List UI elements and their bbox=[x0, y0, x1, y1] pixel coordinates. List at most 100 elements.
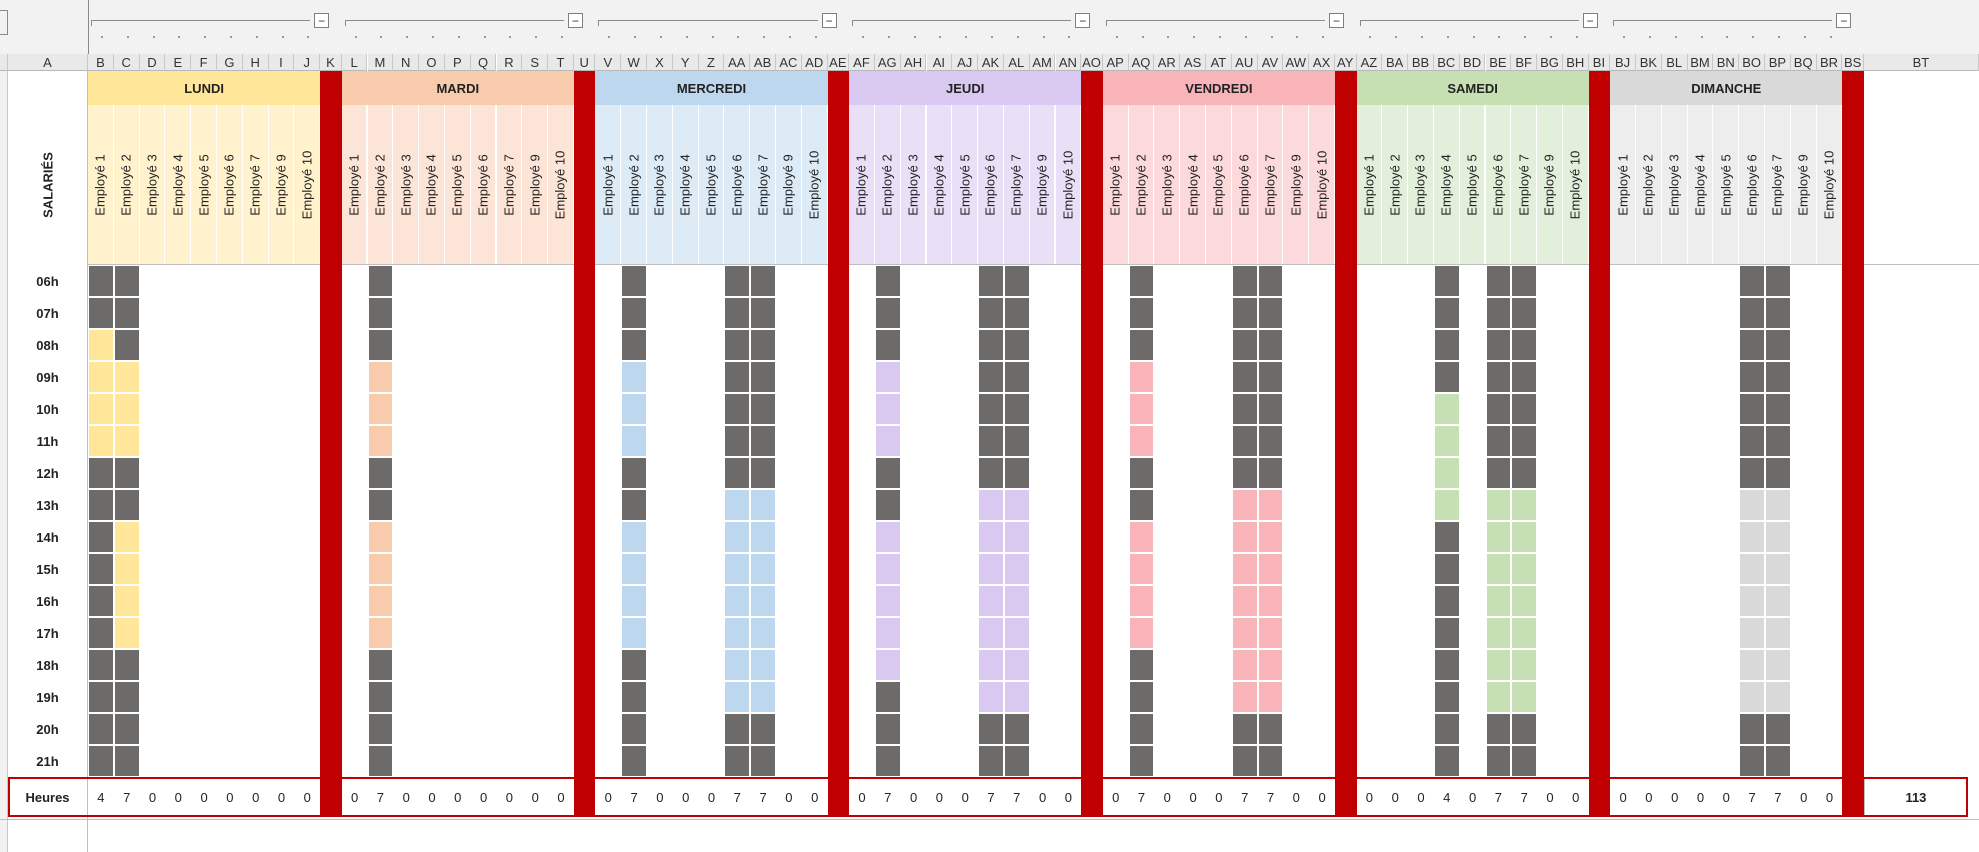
schedule-cell[interactable] bbox=[88, 649, 114, 681]
schedule-cell[interactable] bbox=[1485, 329, 1512, 361]
schedule-cell[interactable] bbox=[242, 681, 269, 713]
schedule-cell[interactable] bbox=[1102, 553, 1129, 585]
schedule-cell[interactable] bbox=[470, 457, 497, 489]
schedule-cell[interactable] bbox=[1154, 617, 1181, 649]
schedule-cell[interactable] bbox=[647, 457, 673, 489]
schedule-cell[interactable] bbox=[113, 553, 140, 585]
schedule-cell[interactable] bbox=[139, 617, 166, 649]
schedule-cell[interactable] bbox=[1309, 425, 1335, 457]
column-header[interactable]: Y bbox=[672, 54, 699, 71]
schedule-cell[interactable] bbox=[341, 457, 368, 489]
schedule-cell[interactable] bbox=[470, 681, 497, 713]
schedule-cell[interactable] bbox=[952, 297, 979, 329]
schedule-cell[interactable] bbox=[88, 457, 114, 489]
schedule-cell[interactable] bbox=[874, 297, 901, 329]
column-header[interactable]: L bbox=[341, 54, 368, 71]
schedule-cell[interactable] bbox=[1537, 425, 1563, 457]
schedule-cell[interactable] bbox=[393, 649, 420, 681]
schedule-cell[interactable] bbox=[165, 713, 192, 745]
column-header[interactable]: AM bbox=[1029, 54, 1056, 71]
schedule-cell[interactable] bbox=[522, 681, 549, 713]
schedule-cell[interactable] bbox=[801, 553, 828, 585]
schedule-cell[interactable] bbox=[1055, 521, 1082, 553]
schedule-cell[interactable] bbox=[88, 553, 114, 585]
schedule-cell[interactable] bbox=[621, 553, 647, 585]
schedule-cell[interactable] bbox=[1790, 553, 1817, 585]
schedule-cell[interactable] bbox=[191, 681, 217, 713]
schedule-cell[interactable] bbox=[724, 617, 751, 649]
schedule-cell[interactable] bbox=[1610, 585, 1636, 617]
schedule-cell[interactable] bbox=[419, 329, 445, 361]
schedule-cell[interactable] bbox=[113, 393, 140, 425]
schedule-cell[interactable] bbox=[191, 521, 217, 553]
schedule-cell[interactable] bbox=[294, 393, 321, 425]
schedule-cell[interactable] bbox=[1231, 393, 1258, 425]
schedule-cell[interactable] bbox=[926, 649, 953, 681]
schedule-cell[interactable] bbox=[217, 585, 243, 617]
schedule-cell[interactable] bbox=[978, 553, 1004, 585]
schedule-cell[interactable] bbox=[1562, 329, 1589, 361]
schedule-cell[interactable] bbox=[1356, 553, 1383, 585]
column-header[interactable]: BJ bbox=[1610, 54, 1636, 71]
schedule-cell[interactable] bbox=[191, 425, 217, 457]
schedule-cell[interactable] bbox=[1790, 297, 1817, 329]
schedule-cell[interactable] bbox=[217, 489, 243, 521]
schedule-cell[interactable] bbox=[1102, 297, 1129, 329]
schedule-cell[interactable] bbox=[1661, 681, 1688, 713]
schedule-cell[interactable] bbox=[522, 617, 549, 649]
schedule-cell[interactable] bbox=[926, 361, 953, 393]
schedule-cell[interactable] bbox=[1562, 361, 1589, 393]
schedule-cell[interactable] bbox=[496, 297, 523, 329]
schedule-cell[interactable] bbox=[1433, 649, 1460, 681]
schedule-cell[interactable] bbox=[1154, 425, 1181, 457]
schedule-cell[interactable] bbox=[1636, 745, 1662, 777]
schedule-cell[interactable] bbox=[595, 553, 622, 585]
schedule-cell[interactable] bbox=[1485, 681, 1512, 713]
schedule-cell[interactable] bbox=[750, 521, 776, 553]
schedule-cell[interactable] bbox=[341, 617, 368, 649]
schedule-cell[interactable] bbox=[1257, 553, 1284, 585]
schedule-cell[interactable] bbox=[1283, 393, 1310, 425]
schedule-cell[interactable] bbox=[1433, 489, 1460, 521]
schedule-cell[interactable] bbox=[1610, 745, 1636, 777]
schedule-cell[interactable] bbox=[1231, 425, 1258, 457]
schedule-cell[interactable] bbox=[444, 617, 471, 649]
schedule-cell[interactable] bbox=[750, 489, 776, 521]
schedule-cell[interactable] bbox=[242, 265, 269, 297]
schedule-cell[interactable] bbox=[1309, 297, 1335, 329]
collapse-group-button[interactable]: − bbox=[1582, 13, 1598, 28]
schedule-cell[interactable] bbox=[1206, 265, 1232, 297]
schedule-cell[interactable] bbox=[595, 745, 622, 777]
schedule-cell[interactable] bbox=[1180, 265, 1206, 297]
schedule-cell[interactable] bbox=[874, 521, 901, 553]
schedule-cell[interactable] bbox=[900, 297, 927, 329]
schedule-cell[interactable] bbox=[595, 361, 622, 393]
schedule-cell[interactable] bbox=[926, 457, 953, 489]
schedule-cell[interactable] bbox=[1309, 713, 1335, 745]
schedule-cell[interactable] bbox=[1356, 265, 1383, 297]
schedule-cell[interactable] bbox=[952, 457, 979, 489]
schedule-cell[interactable] bbox=[393, 265, 420, 297]
schedule-cell[interactable] bbox=[1356, 489, 1383, 521]
schedule-cell[interactable] bbox=[801, 585, 828, 617]
schedule-cell[interactable] bbox=[1739, 457, 1765, 489]
schedule-cell[interactable] bbox=[367, 521, 394, 553]
schedule-cell[interactable] bbox=[113, 585, 140, 617]
schedule-cell[interactable] bbox=[647, 649, 673, 681]
schedule-cell[interactable] bbox=[1636, 585, 1662, 617]
schedule-cell[interactable] bbox=[548, 585, 574, 617]
schedule-cell[interactable] bbox=[776, 297, 802, 329]
schedule-cell[interactable] bbox=[522, 393, 549, 425]
schedule-cell[interactable] bbox=[217, 425, 243, 457]
schedule-cell[interactable] bbox=[750, 457, 776, 489]
schedule-cell[interactable] bbox=[470, 265, 497, 297]
schedule-cell[interactable] bbox=[1257, 585, 1284, 617]
schedule-cell[interactable] bbox=[1408, 617, 1434, 649]
schedule-cell[interactable] bbox=[139, 457, 166, 489]
column-header[interactable]: AA bbox=[724, 54, 751, 71]
schedule-cell[interactable] bbox=[900, 425, 927, 457]
schedule-cell[interactable] bbox=[548, 361, 574, 393]
schedule-cell[interactable] bbox=[294, 649, 321, 681]
schedule-cell[interactable] bbox=[1537, 297, 1563, 329]
schedule-cell[interactable] bbox=[1433, 457, 1460, 489]
